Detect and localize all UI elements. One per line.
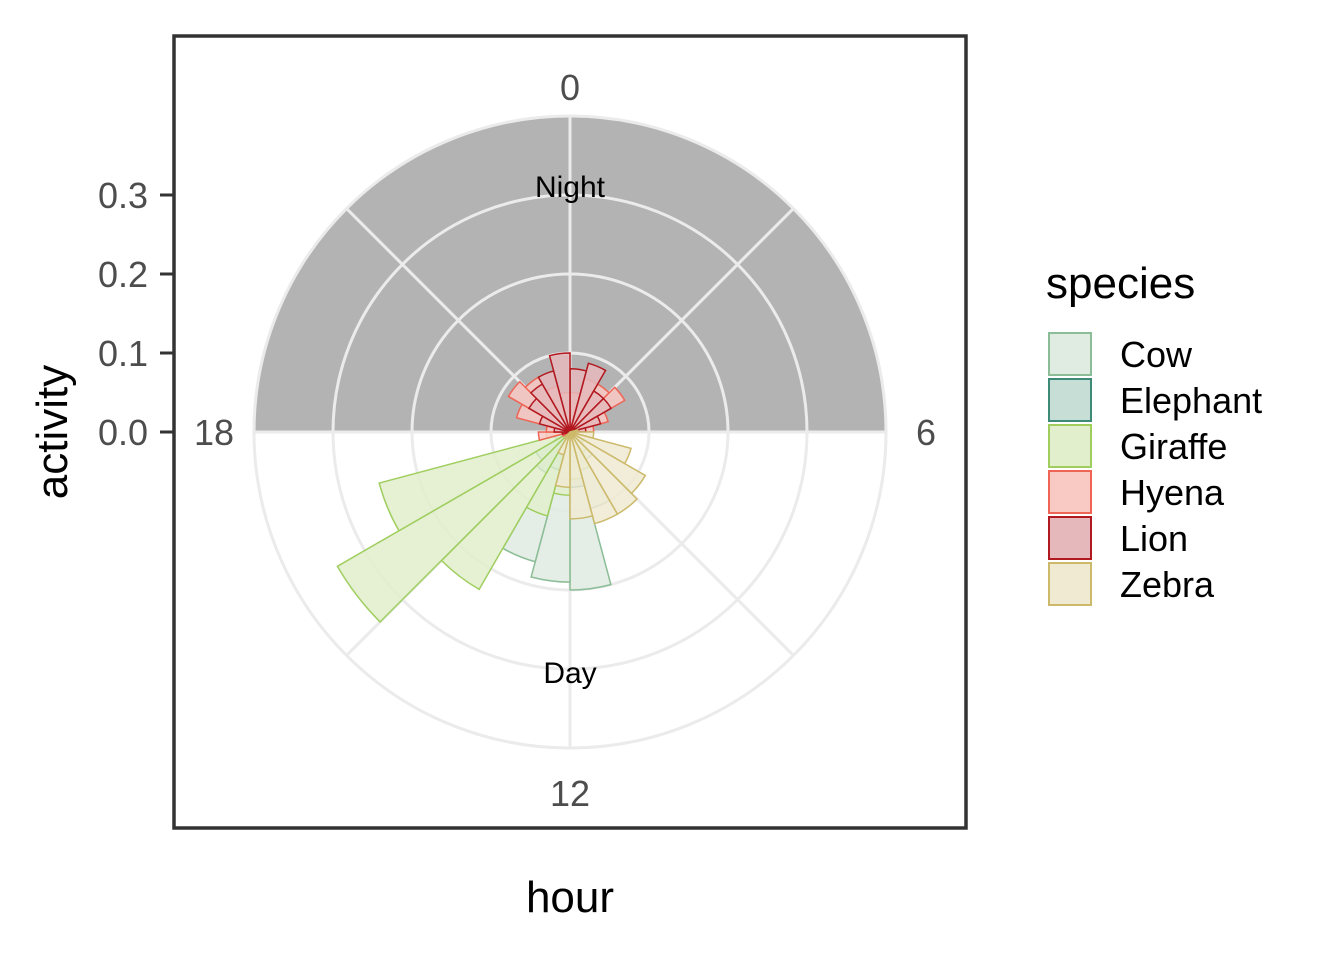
hour-tick-12: 12 xyxy=(550,773,590,814)
legend-label-giraffe: Giraffe xyxy=(1120,426,1227,467)
bar-lion-hour-4 xyxy=(569,415,602,433)
legend-key-elephant xyxy=(1048,378,1092,422)
legend-title: species xyxy=(1046,259,1195,308)
activity-tick-label: 0.2 xyxy=(98,254,148,295)
hour-tick-0: 0 xyxy=(560,67,580,108)
activity-tick-label: 0.3 xyxy=(98,175,148,216)
hour-tick-6: 6 xyxy=(916,412,936,453)
legend-key-lion xyxy=(1048,516,1092,560)
bar-lion-hour-3 xyxy=(569,397,613,433)
legend-key-giraffe xyxy=(1048,424,1092,468)
legend-label-hyena: Hyena xyxy=(1120,472,1225,513)
legend-label-lion: Lion xyxy=(1120,518,1188,559)
activity-axis: 0.0 0.1 0.2 0.3 xyxy=(98,175,174,453)
legend-label-cow: Cow xyxy=(1120,334,1193,375)
bar-zebra-hour-11 xyxy=(569,431,594,520)
legend-label-zebra: Zebra xyxy=(1120,564,1215,605)
activity-tick-label: 0.0 xyxy=(98,412,148,453)
bar-giraffe-hour-16 xyxy=(378,431,571,532)
hour-tick-18: 18 xyxy=(194,412,234,453)
bar-lion-hour-1 xyxy=(569,362,607,433)
legend-key-cow xyxy=(1048,332,1092,376)
bar-lion-hour-23 xyxy=(548,352,571,433)
activity-bars xyxy=(336,352,647,623)
legend-key-zebra xyxy=(1048,562,1092,606)
bar-zebra-hour-10 xyxy=(569,431,619,525)
night-band-label: Night xyxy=(535,171,606,204)
activity-tick-label: 0.1 xyxy=(98,333,148,374)
x-axis-title: hour xyxy=(526,873,614,922)
legend-label-elephant: Elephant xyxy=(1120,380,1262,421)
bar-giraffe-hour-15 xyxy=(336,431,571,623)
y-axis-title: activity xyxy=(28,365,77,499)
legend-key-hyena xyxy=(1048,470,1092,514)
bar-zebra-hour-14 xyxy=(563,431,571,440)
day-band-label: Day xyxy=(543,657,596,690)
species-legend: species Cow Elephant Giraffe Hyena Lion Zebra xyxy=(1046,259,1262,606)
